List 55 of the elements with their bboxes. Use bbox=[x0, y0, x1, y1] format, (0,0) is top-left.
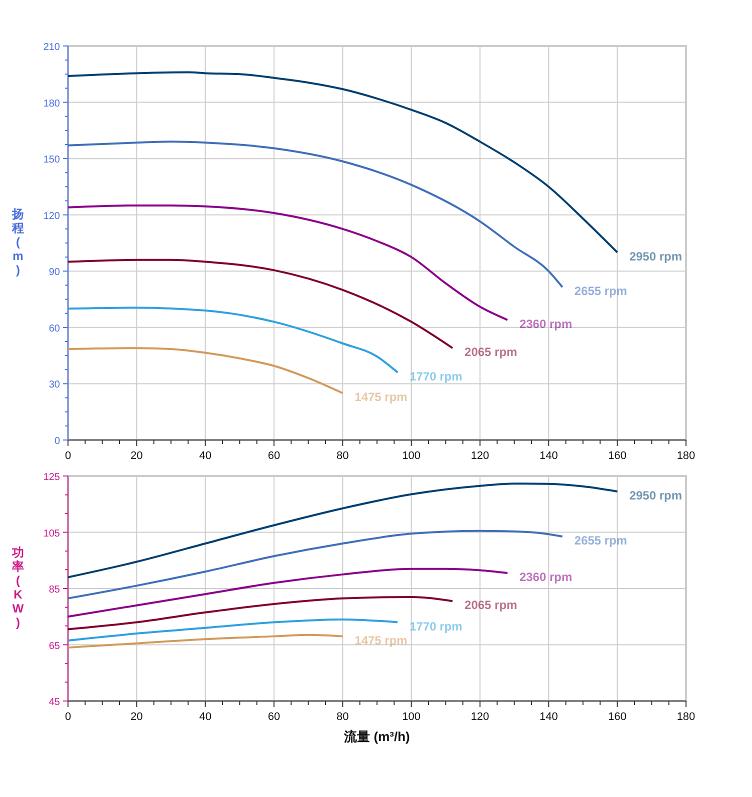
y-axis-title: 功率 (KW) bbox=[11, 546, 24, 630]
series-label: 2360 rpm bbox=[519, 570, 572, 584]
series-label: 2655 rpm bbox=[574, 533, 628, 548]
x-tick-label: 80 bbox=[336, 450, 349, 462]
series-label: 2655 rpm bbox=[574, 284, 628, 298]
x-tick-label: 0 bbox=[64, 450, 72, 462]
series-label: 1770 rpm bbox=[410, 369, 462, 384]
y-axis-title: 扬程 (m) bbox=[11, 207, 24, 277]
x-tick-label: 120 bbox=[470, 450, 490, 462]
line-series bbox=[67, 306, 399, 374]
y-tick-label: 85 bbox=[48, 584, 60, 596]
x-tick-label: 160 bbox=[608, 711, 627, 723]
y-tick-label: 65 bbox=[48, 640, 60, 652]
x-tick-label: 140 bbox=[539, 450, 558, 462]
y-tick-label: 90 bbox=[48, 267, 60, 278]
line-series bbox=[67, 71, 618, 254]
x-tick-label: 160 bbox=[608, 450, 627, 462]
series-label: 2360 rpm bbox=[519, 316, 572, 331]
y-tick-label: 45 bbox=[48, 697, 60, 708]
x-axis-title: 流量 (m³/h) bbox=[343, 729, 410, 744]
x-tick-label: 100 bbox=[402, 711, 421, 723]
x-tick-label: 40 bbox=[199, 450, 212, 462]
y-tick-label: 30 bbox=[48, 380, 60, 391]
y-tick-label: 60 bbox=[48, 323, 60, 334]
line-series bbox=[67, 347, 344, 394]
series-label: 1770 rpm bbox=[410, 619, 462, 634]
y-tick-label: 210 bbox=[43, 42, 60, 53]
x-tick-label: 0 bbox=[64, 711, 72, 723]
series-label: 2950 rpm bbox=[629, 488, 682, 502]
y-tick-label: 0 bbox=[54, 436, 60, 447]
line-series bbox=[67, 634, 344, 649]
series-label: 2065 rpm bbox=[464, 598, 518, 612]
y-tick-label: 150 bbox=[43, 154, 60, 166]
y-tick-label: 105 bbox=[43, 528, 60, 540]
x-tick-label: 40 bbox=[199, 711, 212, 723]
x-tick-label: 60 bbox=[268, 711, 280, 723]
x-tick-label: 80 bbox=[336, 711, 349, 723]
series-label: 1475 rpm bbox=[354, 633, 408, 648]
x-tick-label: 180 bbox=[676, 711, 696, 723]
line-series bbox=[67, 140, 564, 288]
y-tick-label: 180 bbox=[43, 98, 60, 110]
x-tick-label: 120 bbox=[470, 711, 490, 723]
x-tick-label: 140 bbox=[539, 711, 558, 723]
line-series bbox=[67, 204, 508, 321]
y-tick-label: 125 bbox=[43, 472, 60, 483]
y-tick-label: 120 bbox=[43, 210, 60, 222]
series-label: 2950 rpm bbox=[629, 249, 682, 264]
x-tick-label: 60 bbox=[268, 450, 280, 462]
x-tick-label: 100 bbox=[402, 450, 421, 462]
series-label: 2065 rpm bbox=[464, 345, 518, 360]
line-series bbox=[67, 258, 454, 350]
series-label: 1475 rpm bbox=[354, 390, 408, 404]
x-tick-label: 20 bbox=[130, 711, 143, 723]
x-tick-label: 20 bbox=[130, 450, 143, 462]
x-tick-label: 180 bbox=[676, 450, 696, 462]
